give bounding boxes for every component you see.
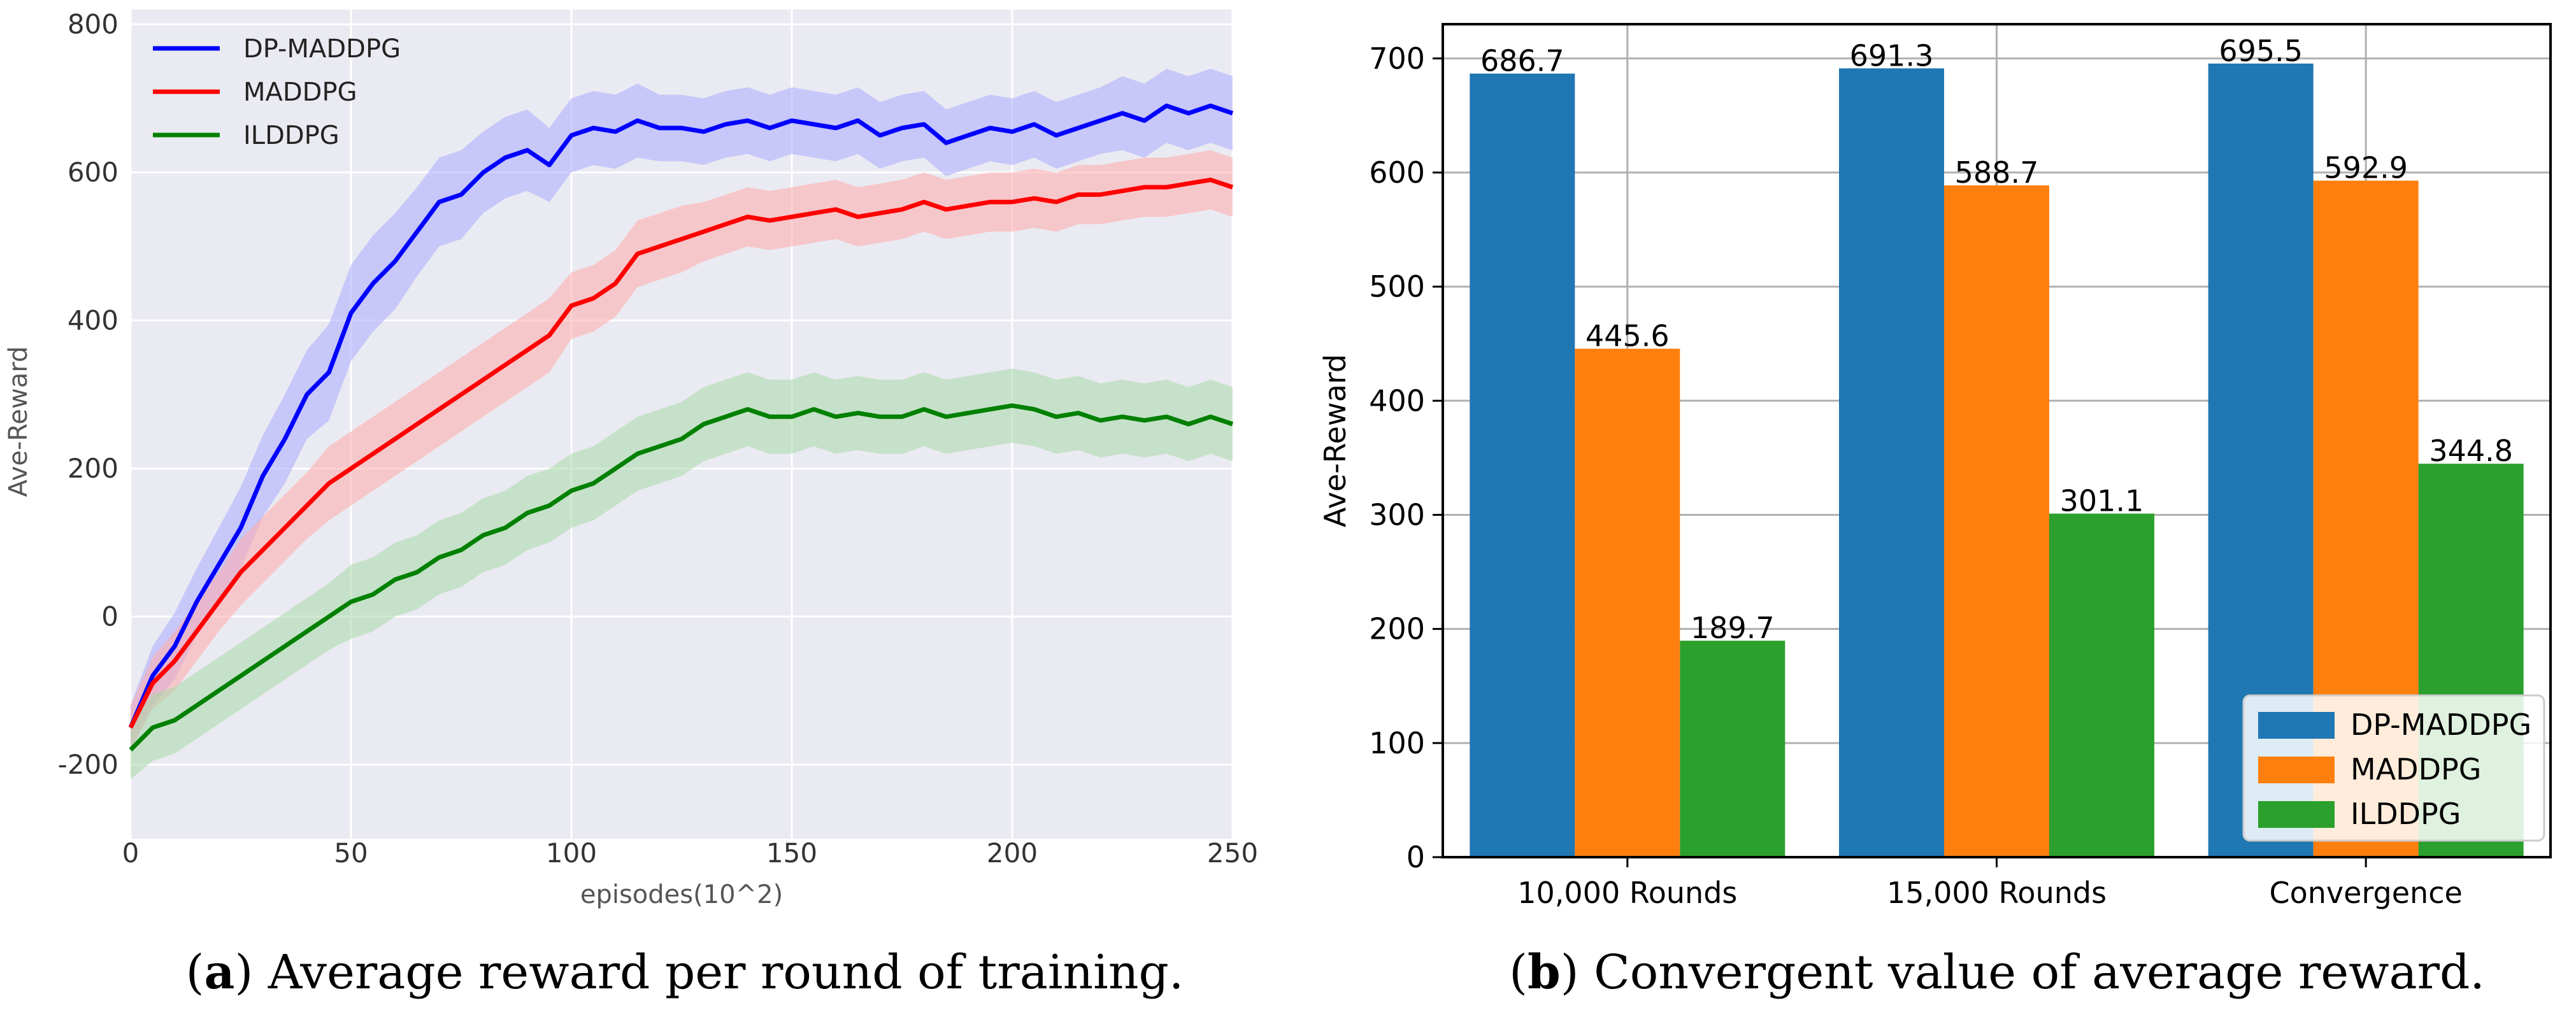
chart-b-x-tick-label: 10,000 Rounds (1517, 876, 1737, 910)
caption-a-text: Average reward per round of training. (268, 945, 1184, 1000)
caption-b-label: b (1528, 945, 1561, 1000)
chart-b-bar-maddpg (1575, 348, 1680, 857)
caption-b-text: Convergent value of average reward. (1594, 945, 2485, 1000)
chart-b-data-label-maddpg: 445.6 (1585, 319, 1670, 353)
chart-b-legend-swatch-maddpg (2258, 757, 2335, 783)
chart-b-y-tick-label: 500 (1369, 269, 1425, 304)
chart-a-band-maddpg (131, 150, 1233, 750)
chart-b-y-ticks: 0 100 200 300 400 500 600 700 (1369, 41, 1443, 874)
chart-a-y-tick-label: 400 (68, 304, 118, 336)
chart-a-x-tick-label: 50 (334, 837, 368, 869)
chart-b-data-label-dp-maddpg: 686.7 (1480, 44, 1564, 78)
chart-a-x-tick-label: 150 (766, 837, 817, 869)
caption-a: (a) Average reward per round of training… (186, 945, 1184, 1000)
chart-b-y-tick-label: 600 (1369, 155, 1425, 190)
chart-b-legend-swatch-ilddpg (2258, 801, 2335, 828)
chart-a-y-tick-label: 600 (68, 157, 118, 188)
chart-a-bands (131, 69, 1233, 779)
chart-a-x-ticks: 0 50 100 150 200 250 (122, 837, 1258, 869)
chart-a-y-tick-label: -200 (58, 749, 118, 780)
chart-b-x-ticks: 10,000 Rounds 15,000 Rounds Convergence (1517, 857, 2463, 910)
chart-b-legend-label-maddpg: MADDPG (2351, 752, 2481, 786)
chart-b-data-label-dp-maddpg: 691.3 (1850, 38, 1934, 73)
chart-b-y-tick-label: 100 (1369, 726, 1425, 760)
chart-b-x-tick-label: Convergence (2270, 876, 2463, 910)
chart-a-y-tick-label: 800 (68, 8, 118, 39)
chart-b-bar-ilddpg (2049, 513, 2154, 857)
chart-a-legend: DP-MADDPG MADDPG ILDDPG (153, 34, 401, 150)
chart-b-y-tick-label: 200 (1369, 612, 1425, 646)
chart-b-bar-dp-maddpg (1839, 68, 1944, 857)
chart-a-legend-label-ilddpg: ILDDPG (243, 121, 340, 150)
chart-b-legend-swatch-dp-maddpg (2258, 712, 2335, 739)
chart-b-bar-ilddpg (1680, 641, 1785, 857)
chart-b-y-tick-label: 0 (1406, 840, 1425, 874)
chart-b-y-tick-label: 700 (1369, 41, 1425, 76)
chart-a-series-line-maddpg (128, 177, 1234, 729)
chart-a-legend-label-dp-maddpg: DP-MADDPG (243, 34, 401, 64)
chart-a-series-line-dp-maddpg (128, 103, 1234, 729)
chart-b-data-label-dp-maddpg: 695.5 (2219, 34, 2303, 68)
caption-a-label: a (204, 945, 234, 1000)
chart-a: 0 50 100 150 200 250 -200 0 200 400 600 800 DP-MAD… (4, 8, 1258, 909)
chart-a-x-tick-label: 250 (1207, 837, 1258, 869)
svg-text:(b) Convergent value of averag: (b) Convergent value of average reward. (1509, 945, 2485, 1000)
chart-b-y-tick-label: 300 (1369, 497, 1425, 532)
chart-a-x-tick-label: 0 (122, 837, 140, 869)
chart-a-x-tick-label: 100 (546, 837, 597, 869)
chart-a-y-ticks: -200 0 200 400 600 800 (58, 8, 118, 780)
chart-a-lines (128, 103, 1234, 751)
chart-b-data-label-maddpg: 588.7 (1955, 155, 2039, 190)
chart-b-data-label-ilddpg: 189.7 (1691, 611, 1775, 645)
chart-a-y-tick-label: 0 (101, 601, 118, 632)
chart-b-data-label-maddpg: 592.9 (2324, 151, 2408, 185)
chart-b-legend: DP-MADDPG MADDPG ILDDPG (2242, 694, 2545, 842)
chart-a-y-axis-label: Ave-Reward (4, 346, 33, 497)
chart-b-x-tick-label: 15,000 Rounds (1887, 876, 2107, 910)
chart-a-legend-label-maddpg: MADDPG (243, 78, 357, 107)
chart-a-series-line-ilddpg (129, 403, 1234, 751)
chart-a-y-tick-label: 200 (68, 453, 118, 484)
caption-b: (b) Convergent value of average reward. (1509, 945, 2485, 1000)
chart-a-x-axis-label: episodes(10^2) (580, 880, 783, 909)
chart-a-band-ilddpg (131, 368, 1233, 779)
chart-a-band-dp-maddpg (131, 69, 1233, 750)
chart-b-data-label-ilddpg: 301.1 (2060, 483, 2144, 518)
chart-b-data-label-ilddpg: 344.8 (2429, 434, 2513, 468)
chart-b-legend-label-dp-maddpg: DP-MADDPG (2351, 708, 2531, 742)
chart-b-bar-maddpg (1944, 185, 2049, 858)
svg-text:(a) Average reward per round o: (a) Average reward per round of training… (186, 945, 1184, 1000)
chart-b-y-tick-label: 400 (1369, 383, 1425, 418)
chart-a-x-tick-label: 200 (987, 837, 1038, 869)
chart-b-legend-label-ilddpg: ILDDPG (2351, 797, 2461, 831)
chart-b-y-axis-label: Ave-Reward (1318, 354, 1352, 527)
chart-b-data-labels: 686.7 445.6 189.7 691.3 588.7 301.1 695.5 592.9… (1480, 34, 2513, 645)
chart-b: 686.7 445.6 189.7 691.3 588.7 301.1 695.5 592.9… (1318, 23, 2552, 910)
chart-b-bar-dp-maddpg (1470, 73, 1575, 857)
